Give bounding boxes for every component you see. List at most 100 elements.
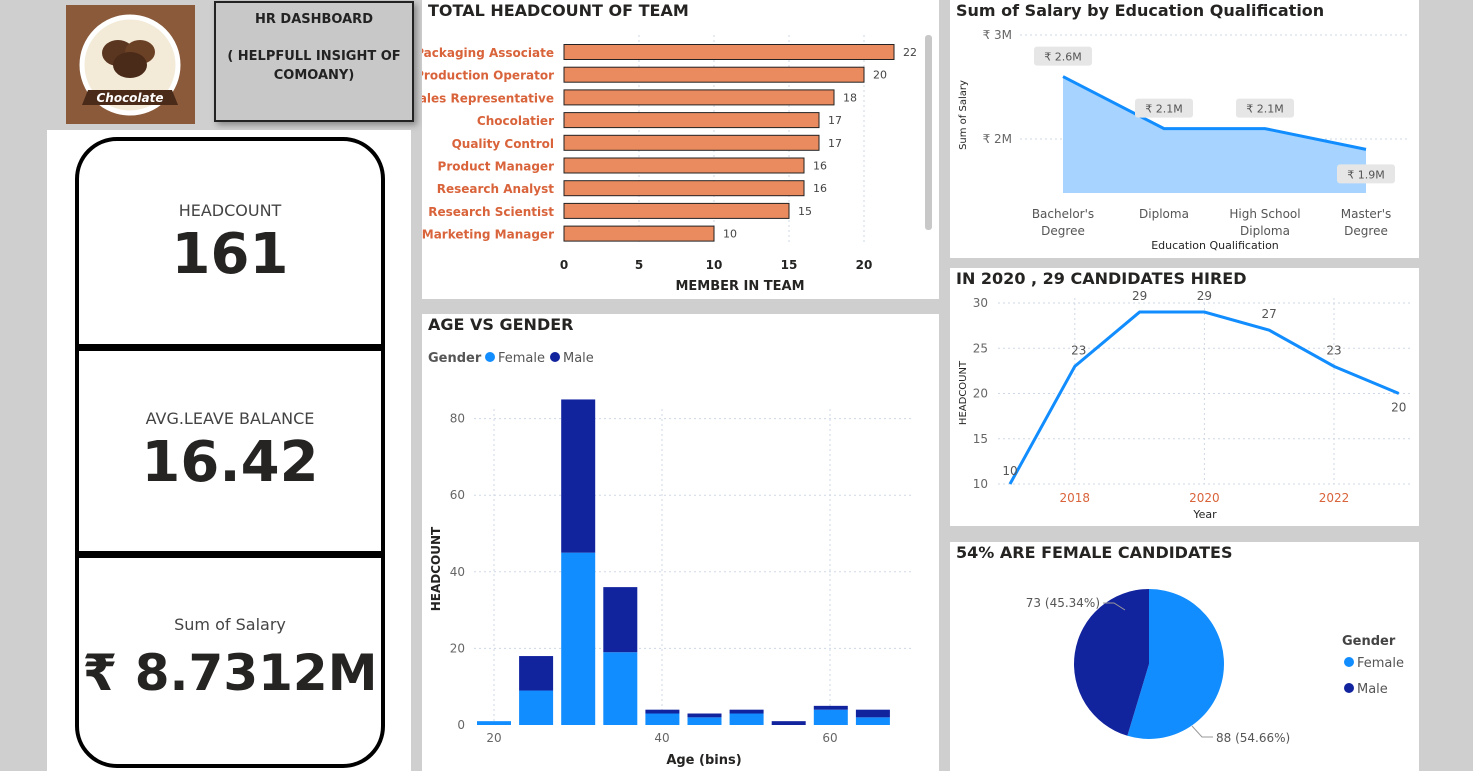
kpi-divider <box>79 551 381 558</box>
team-category-label: Research Scientist <box>428 205 554 219</box>
team-bar <box>563 180 805 197</box>
chocolate-logo-graphic: Chocolate <box>66 5 195 124</box>
team-x-tick: 15 <box>781 258 798 272</box>
hire-x-tick: 2020 <box>1189 491 1220 505</box>
hire-data-label: 29 <box>1197 289 1212 303</box>
team-category-label: Production Operator <box>422 69 554 83</box>
salary-education-panel: Sum of Salary by Education Qualification… <box>950 0 1419 258</box>
salary-x-tick: Master's <box>1341 207 1392 221</box>
team-data-label: 10 <box>723 228 737 241</box>
hire-y-tick: 25 <box>973 341 988 355</box>
team-category-label: Chocolatier <box>477 114 554 128</box>
salary-education-title: Sum of Salary by Education Qualification <box>956 1 1325 20</box>
pie-leader-line <box>1103 602 1126 611</box>
age-bar-male <box>561 399 596 553</box>
hire-x-tick: 2022 <box>1319 491 1350 505</box>
team-data-label: 15 <box>798 205 812 218</box>
age-y-tick: 60 <box>450 488 465 502</box>
hire-x-axis-title: Year <box>1192 508 1217 521</box>
salary-area <box>1063 76 1366 193</box>
salary-x-tick: Diploma <box>1240 224 1290 238</box>
team-data-label: 17 <box>828 137 842 150</box>
age-bar-male <box>645 709 680 714</box>
company-logo: Chocolate <box>66 5 195 124</box>
pie-legend-female: Female <box>1357 656 1404 671</box>
kpi-headcount-value: 161 <box>171 222 289 287</box>
team-bar <box>563 112 820 129</box>
age-bar-male <box>771 721 806 725</box>
salary-data-label: ₹ 2.1M <box>1145 103 1182 116</box>
salary-line <box>1062 75 1367 151</box>
age-x-tick: 60 <box>822 731 837 745</box>
team-bar <box>563 134 820 151</box>
team-bar <box>563 66 865 83</box>
salary-data-label: ₹ 2.1M <box>1246 103 1283 116</box>
age-bar-male <box>855 709 890 718</box>
pie-slice-male <box>1074 589 1149 736</box>
age-bar-male <box>729 709 764 714</box>
age-bar-male <box>687 713 722 718</box>
gender-pie-chart: Gender Female Male 88 (54.66%) 73 (45.34%… <box>1026 589 1404 745</box>
logo-text: Chocolate <box>96 91 163 105</box>
age-bar-female <box>855 717 890 725</box>
age-y-tick: 20 <box>450 641 465 655</box>
dashboard-subtitle: ( HELPFULL INSIGHT OF COMOANY) <box>227 49 401 83</box>
gender-pie-title: 54% ARE FEMALE CANDIDATES <box>956 543 1233 562</box>
age-bar-female <box>813 709 848 725</box>
pie-legend-title: Gender <box>1342 634 1396 649</box>
team-bar <box>563 89 835 106</box>
kpi-panel: HEADCOUNT 161 AVG.LEAVE BALANCE 16.42 Su… <box>47 130 411 771</box>
team-data-label: 16 <box>813 182 827 195</box>
age-x-tick: 20 <box>486 731 501 745</box>
team-headcount-title: TOTAL HEADCOUNT OF TEAM <box>428 1 689 20</box>
salary-label-box <box>1135 98 1193 118</box>
salary-label-box <box>1236 98 1294 118</box>
pie-data-label: 73 (45.34%) <box>1026 596 1100 610</box>
salary-data-label: ₹ 2.6M <box>1044 51 1081 64</box>
hire-data-label: 27 <box>1262 307 1277 321</box>
salary-x-tick: Bachelor's <box>1032 207 1094 221</box>
age-bar-female <box>729 713 764 725</box>
kpi-leave-label: AVG.LEAVE BALANCE <box>145 409 315 428</box>
hire-data-label: 20 <box>1391 401 1406 415</box>
hire-data-label: 10 <box>1002 464 1017 478</box>
kpi-headcount: HEADCOUNT 161 <box>79 201 381 287</box>
kpi-leave-balance: AVG.LEAVE BALANCE 16.42 <box>79 409 381 495</box>
salary-x-tick: Degree <box>1041 224 1085 238</box>
age-y-axis-title: HEADCOUNT <box>429 526 443 611</box>
kpi-card-frame: HEADCOUNT 161 AVG.LEAVE BALANCE 16.42 Su… <box>75 137 385 768</box>
kpi-salary-value: ₹ 8.7312M <box>82 644 378 702</box>
hire-data-label: 23 <box>1326 343 1341 357</box>
age-y-tick: 80 <box>450 412 465 426</box>
hire-x-tick: 2018 <box>1060 491 1091 505</box>
legend-female-marker <box>485 352 495 362</box>
age-gender-title: AGE VS GENDER <box>428 315 574 334</box>
kpi-salary-label: Sum of Salary <box>174 615 286 634</box>
salary-y-tick: ₹ 2M <box>983 132 1012 146</box>
kpi-leave-value: 16.42 <box>141 430 319 495</box>
kpi-salary: Sum of Salary ₹ 8.7312M <box>79 615 381 702</box>
pie-legend-female-marker <box>1344 657 1354 667</box>
salary-x-tick: Diploma <box>1139 207 1189 221</box>
team-category-label: Packaging Associate <box>422 46 554 60</box>
team-headcount-chart: MEMBER IN TEAM 0 5 10 15 20 22 Packaging Assoc… <box>422 35 932 294</box>
pie-legend-male: Male <box>1357 682 1388 697</box>
team-data-label: 16 <box>813 160 827 173</box>
team-data-label: 17 <box>828 114 842 127</box>
team-bar <box>563 202 790 219</box>
age-x-axis-title: Age (bins) <box>666 753 741 768</box>
salary-y-axis-title: Sum of Salary <box>958 80 969 150</box>
age-legend-female: Female <box>498 351 545 366</box>
team-headcount-panel: TOTAL HEADCOUNT OF TEAM MEMBER IN TEAM 0… <box>422 0 939 299</box>
gender-pie-panel: 54% ARE FEMALE CANDIDATES Gender Female … <box>950 542 1419 771</box>
dashboard-title: HR DASHBOARD <box>255 12 373 27</box>
salary-y-tick: ₹ 3M <box>983 28 1012 42</box>
pie-leader-line <box>1191 725 1213 738</box>
chart-scrollbar[interactable] <box>925 35 932 230</box>
team-category-label: Research Analyst <box>437 182 555 196</box>
salary-x-axis-title: Education Qualification <box>1151 239 1279 252</box>
age-x-tick: 40 <box>654 731 669 745</box>
age-bar-female <box>477 721 511 725</box>
pie-legend-male-marker <box>1344 683 1354 693</box>
age-y-tick: 40 <box>450 565 465 579</box>
